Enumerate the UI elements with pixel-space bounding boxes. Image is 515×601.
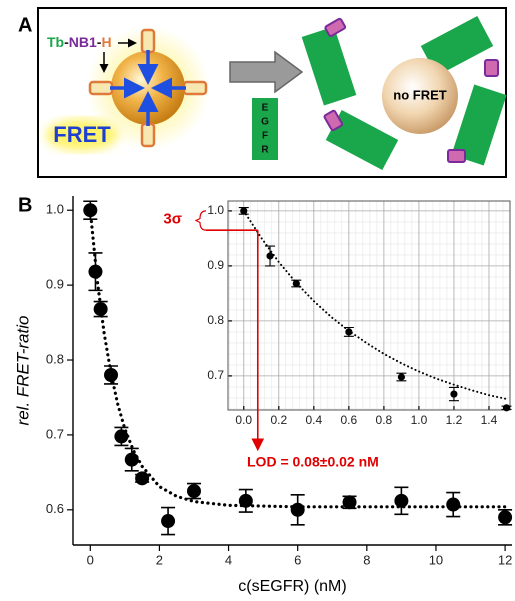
x-tick-label: 12 — [498, 552, 512, 567]
y-tick-label: 0.9 — [207, 258, 224, 272]
sigma-label: 3σ — [163, 210, 182, 227]
tb: Tb — [47, 34, 64, 50]
x-tick-label: 4 — [225, 552, 232, 567]
x-tick-label: 0.6 — [341, 413, 358, 427]
data-point — [88, 265, 102, 279]
data-point — [446, 498, 460, 512]
data-point — [104, 368, 118, 382]
probe-label: Tb-NB1-H — [47, 34, 112, 50]
data-point — [240, 207, 247, 214]
x-tick-label: 0.0 — [235, 413, 252, 427]
y-tick-label: 1.0 — [46, 202, 64, 217]
y-tick-label: 0.8 — [207, 313, 224, 327]
x-tick-label: 0.8 — [376, 413, 393, 427]
x-tick-label: 1.4 — [481, 413, 498, 427]
data-point — [125, 453, 139, 467]
no-fret-label: no FRET — [393, 87, 446, 102]
sigma-brace — [196, 211, 206, 230]
y-tick-label: 1.0 — [207, 203, 224, 217]
data-point — [83, 203, 97, 217]
data-point — [450, 390, 457, 397]
panel-a: A Tb-NB1-H FRET E G F R — [18, 8, 507, 177]
data-point — [394, 494, 408, 508]
panel-label: B — [18, 194, 32, 216]
data-point — [266, 252, 273, 259]
y-axis-label: rel. FRET-ratio — [13, 316, 32, 426]
x-tick-label: 0.2 — [270, 413, 287, 427]
x-tick-label: 10 — [429, 552, 443, 567]
x-tick-label: 6 — [294, 552, 301, 567]
figure: A Tb-NB1-H FRET E G F R — [0, 0, 515, 601]
x-axis-label: c(sEGFR) (nM) — [238, 578, 346, 595]
x-tick-label: 1.2 — [446, 413, 463, 427]
data-point — [135, 471, 149, 485]
x-tick-label: 0.4 — [305, 413, 322, 427]
data-point — [291, 503, 305, 517]
x-tick-label: 0 — [87, 552, 94, 567]
data-point — [114, 429, 128, 443]
data-point — [187, 484, 201, 498]
lod-label: LOD = 0.08±0.02 nM — [247, 454, 379, 470]
data-point — [239, 494, 253, 508]
fret-label: FRET — [53, 122, 111, 147]
egfr-letter: R — [261, 145, 269, 156]
y-tick-label: 0.9 — [46, 277, 64, 292]
h: H — [101, 34, 111, 50]
nb1: NB1 — [69, 34, 97, 50]
egfr-letter: G — [261, 117, 269, 128]
egfr-letter: E — [262, 103, 269, 114]
x-tick-label: 1.0 — [411, 413, 428, 427]
data-point — [398, 373, 405, 380]
data-point — [94, 302, 108, 316]
x-tick-label: 8 — [363, 552, 370, 567]
data-point — [161, 514, 175, 528]
y-tick-label: 0.8 — [46, 351, 64, 366]
data-point — [503, 404, 510, 411]
y-tick-label: 0.7 — [46, 426, 64, 441]
panel-label: A — [18, 14, 32, 36]
data-point — [498, 510, 512, 524]
data-point — [343, 495, 357, 509]
y-tick-label: 0.7 — [207, 368, 224, 382]
egfr-letter: F — [262, 131, 268, 142]
x-tick-label: 2 — [156, 552, 163, 567]
y-tick-label: 0.6 — [46, 501, 64, 516]
data-point — [293, 280, 300, 287]
data-point — [345, 328, 352, 335]
